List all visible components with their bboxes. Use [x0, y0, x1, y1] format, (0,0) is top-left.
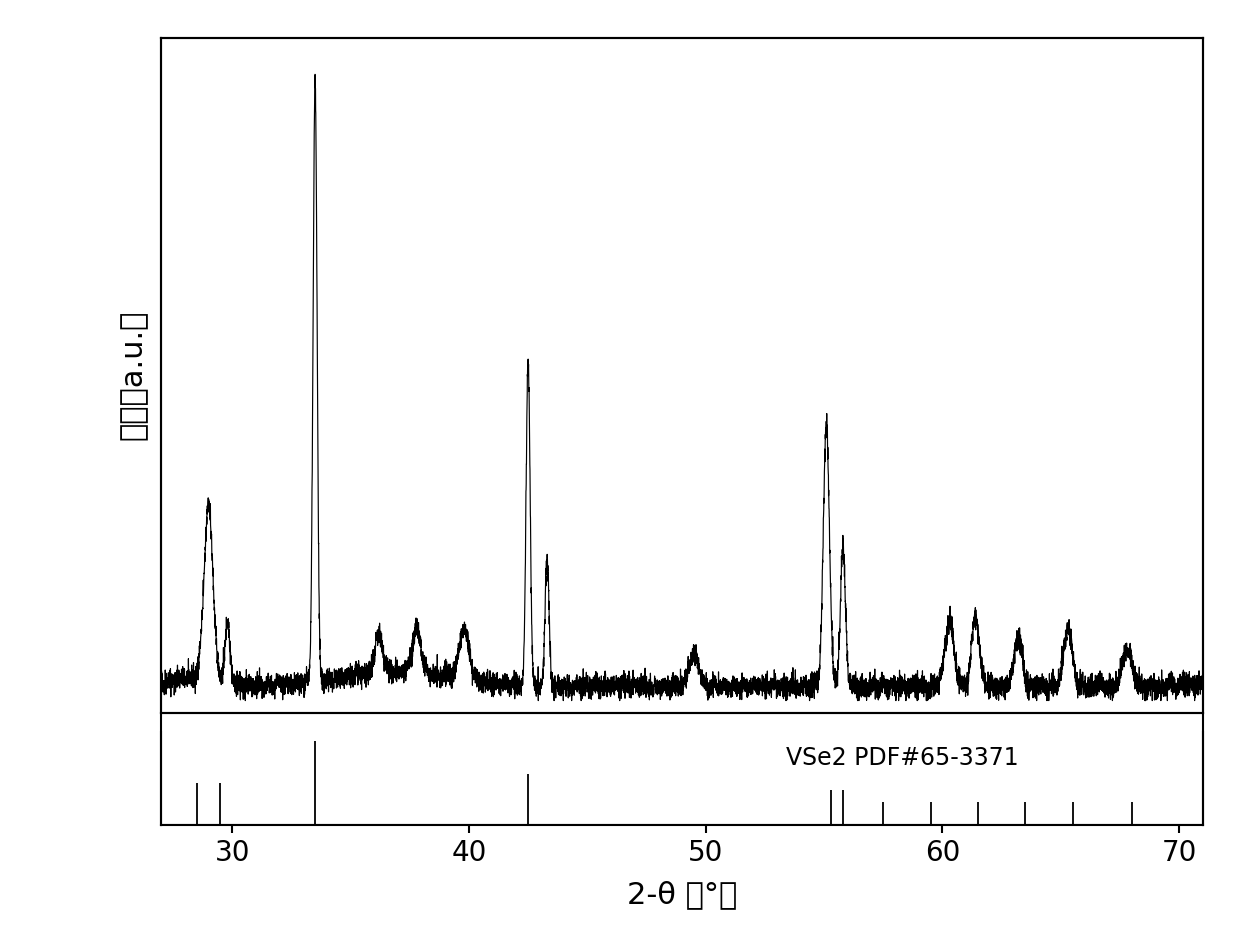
X-axis label: 2-θ （°）: 2-θ （°） — [627, 881, 737, 910]
Y-axis label: 强度（a.u.）: 强度（a.u.） — [118, 310, 148, 440]
Text: VSe2 PDF#65-3371: VSe2 PDF#65-3371 — [786, 746, 1019, 770]
